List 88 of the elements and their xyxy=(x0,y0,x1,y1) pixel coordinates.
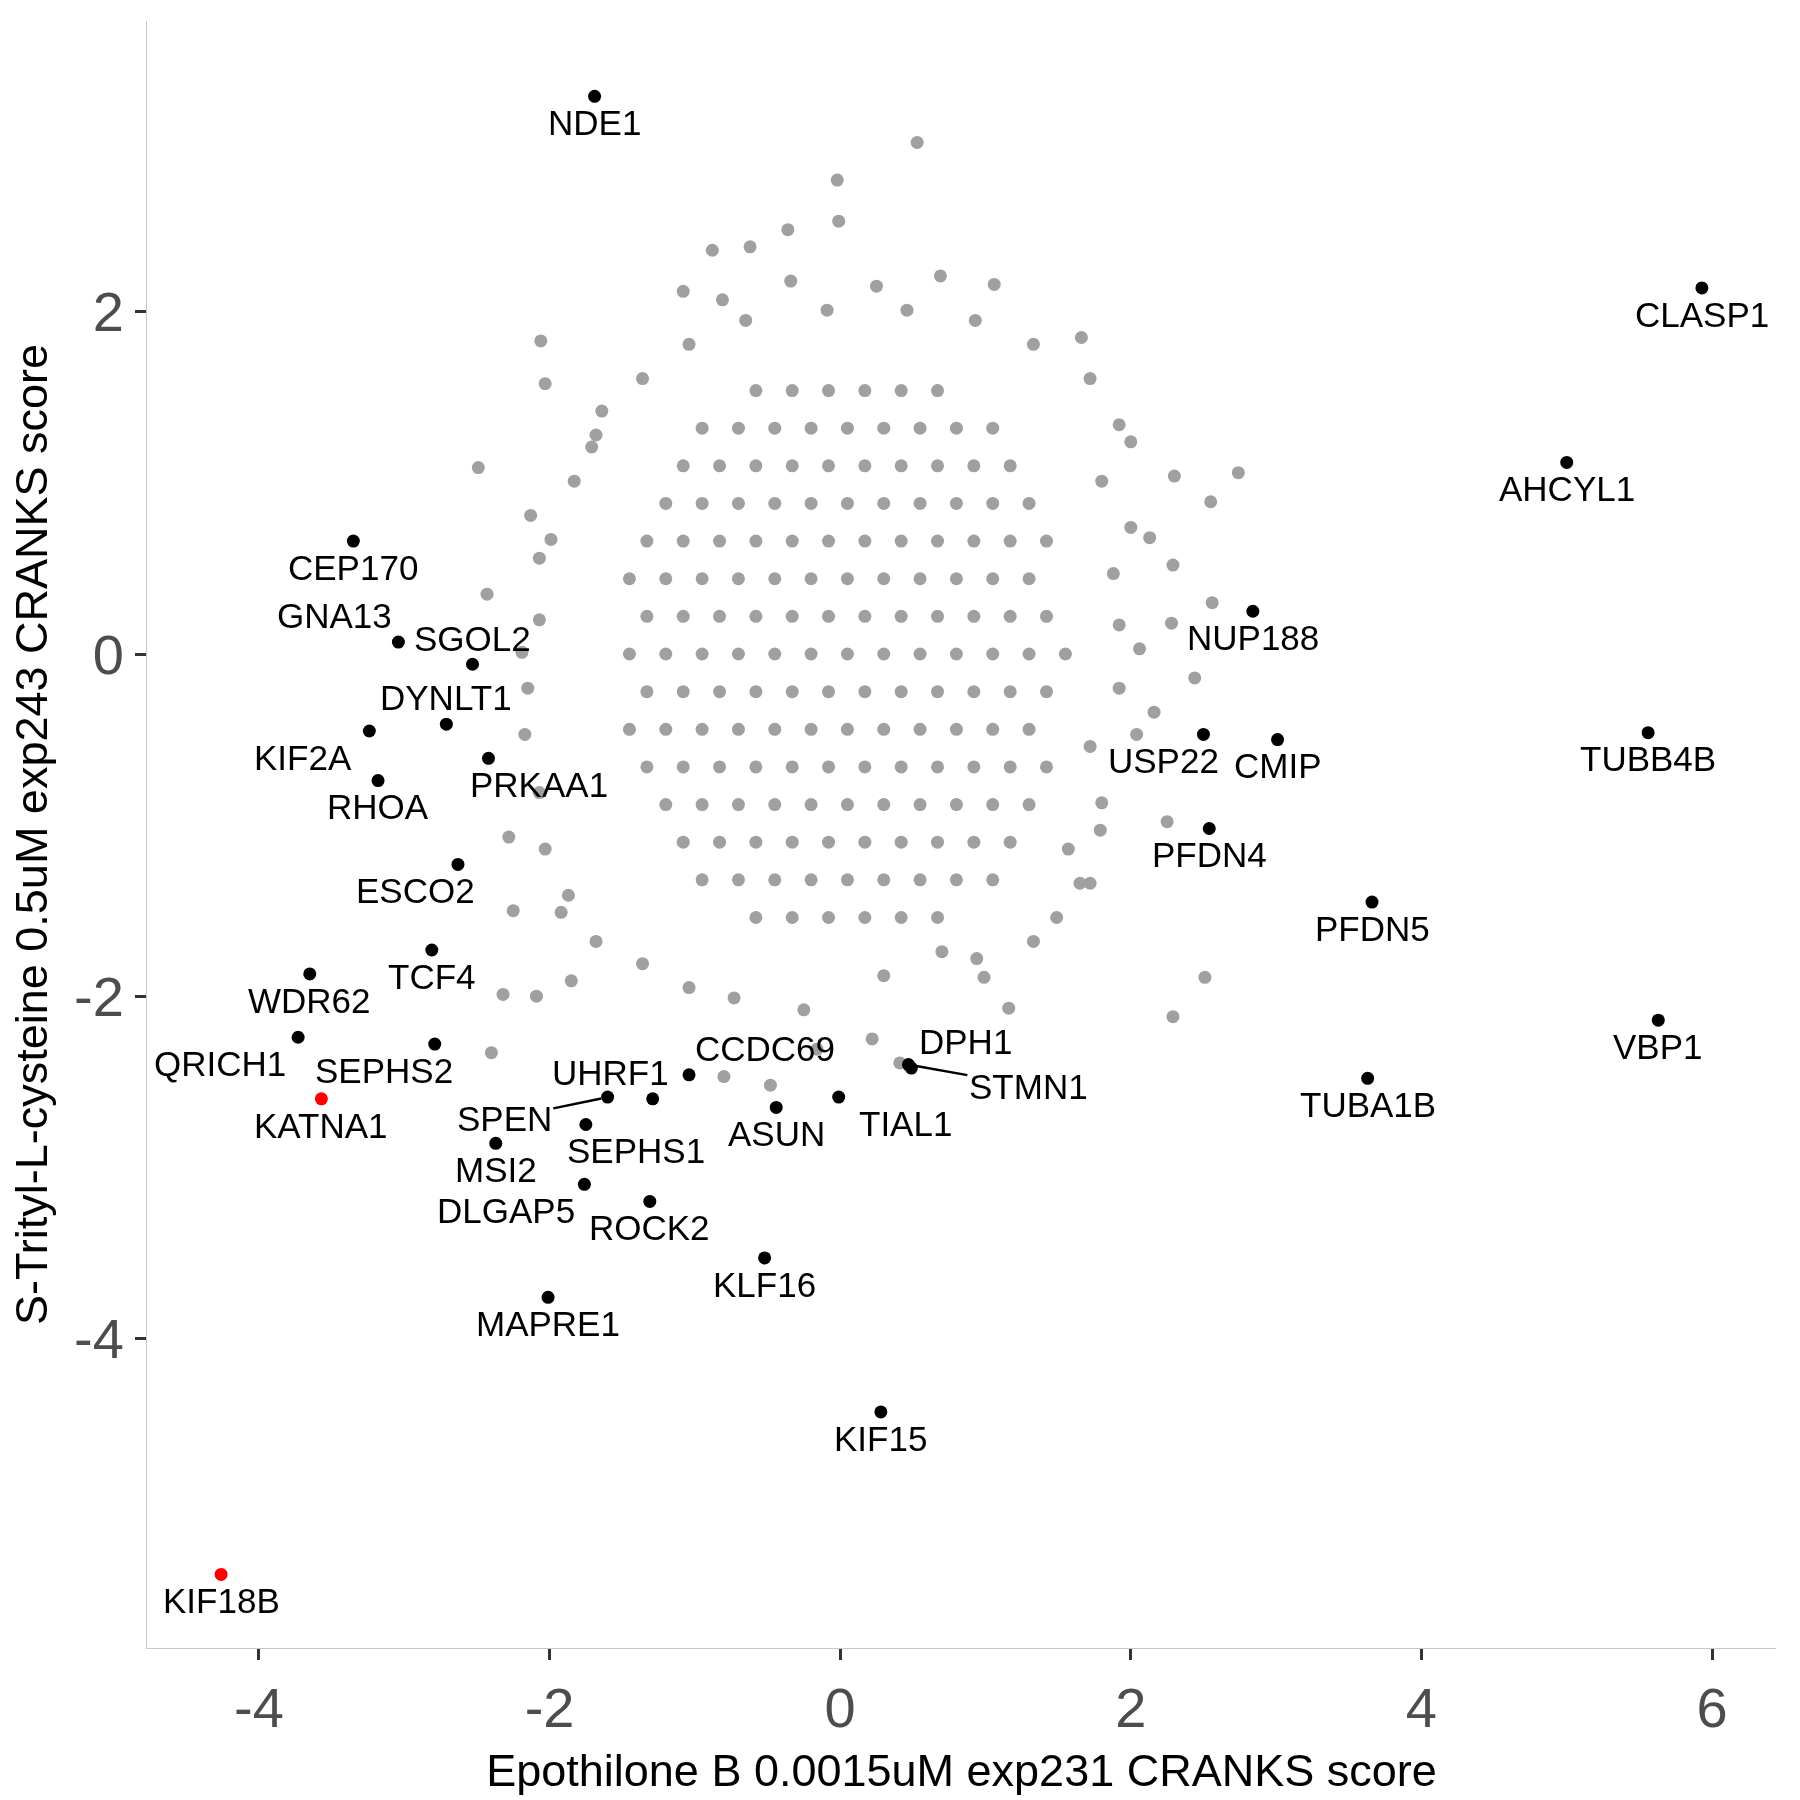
annotation: SEPHS1 xyxy=(567,1131,706,1170)
annotation: CMIP xyxy=(1234,746,1322,785)
point xyxy=(588,89,602,103)
annotation: PRKAA1 xyxy=(470,765,609,804)
x-tick-label: 2 xyxy=(1115,1676,1147,1740)
point xyxy=(643,1194,657,1208)
annotation: TCF4 xyxy=(388,957,476,996)
y-tick-label: 2 xyxy=(92,280,124,344)
point xyxy=(1361,1071,1375,1085)
annotation: KIF18B xyxy=(163,1581,280,1620)
annotation: TIAL1 xyxy=(859,1104,953,1143)
point xyxy=(346,534,360,548)
annotation: SPEN xyxy=(457,1099,553,1138)
point xyxy=(466,657,480,671)
point xyxy=(425,943,439,957)
point xyxy=(832,1090,846,1104)
annotation: TUBB4B xyxy=(1580,739,1717,778)
x-tick-label: -2 xyxy=(524,1676,575,1740)
annotation: DLGAP5 xyxy=(437,1191,576,1230)
annotation: TUBA1B xyxy=(1300,1085,1437,1124)
point xyxy=(428,1037,442,1051)
annotation: DPH1 xyxy=(919,1022,1013,1061)
point xyxy=(1560,455,1574,469)
y-tick-label: -2 xyxy=(74,964,124,1028)
annotation: ESCO2 xyxy=(356,871,475,910)
point xyxy=(314,1092,328,1106)
point xyxy=(362,724,376,738)
annotation: ROCK2 xyxy=(589,1208,710,1247)
annotation: STMN1 xyxy=(969,1067,1088,1106)
annotation: CEP170 xyxy=(288,548,419,587)
annotation: NUP188 xyxy=(1187,618,1320,657)
annotation: DYNLT1 xyxy=(380,678,512,717)
point xyxy=(1695,281,1709,295)
annotation: VBP1 xyxy=(1613,1027,1703,1066)
annotation: KIF15 xyxy=(834,1419,928,1458)
x-tick-label: 6 xyxy=(1696,1676,1728,1740)
point xyxy=(439,717,453,731)
x-tick-label: 4 xyxy=(1405,1676,1438,1740)
point xyxy=(1202,822,1216,835)
annotation: SGOL2 xyxy=(414,619,531,658)
annotation: KLF16 xyxy=(713,1265,817,1304)
annotation: PFDN5 xyxy=(1315,909,1430,948)
point xyxy=(482,751,495,765)
point xyxy=(541,1290,555,1304)
point xyxy=(577,1177,591,1191)
annotation: ASUN xyxy=(728,1114,826,1153)
y-tick-label: 0 xyxy=(92,622,124,686)
point xyxy=(1246,604,1260,618)
annotation: KATNA1 xyxy=(254,1106,388,1145)
point xyxy=(1651,1013,1665,1027)
point xyxy=(303,967,317,981)
annotation: GNA13 xyxy=(277,596,392,635)
annotation: CLASP1 xyxy=(1635,295,1770,334)
x-tick-label: 0 xyxy=(824,1676,856,1740)
annotation: NDE1 xyxy=(548,103,642,142)
point xyxy=(391,635,405,649)
point xyxy=(769,1100,783,1114)
y-axis-title: S-Trityl-L-cysteine 0.5uM exp243 CRANKS score xyxy=(5,343,57,1326)
point xyxy=(579,1117,593,1131)
point xyxy=(451,857,465,871)
annotation: SEPHS2 xyxy=(315,1051,454,1090)
point xyxy=(601,1090,615,1104)
point xyxy=(214,1567,228,1581)
annotation: USP22 xyxy=(1108,741,1219,780)
point xyxy=(291,1030,305,1044)
point xyxy=(1271,733,1285,747)
annotation: KIF2A xyxy=(254,738,352,777)
point xyxy=(874,1405,888,1419)
annotation: AHCYL1 xyxy=(1499,469,1636,508)
point xyxy=(646,1092,660,1106)
annotation: WDR62 xyxy=(248,981,371,1020)
x-tick-label: -4 xyxy=(233,1676,284,1740)
x-axis-title: Epothilone B 0.0015uM exp231 CRANKS score xyxy=(486,1745,1437,1797)
y-tick-label: -4 xyxy=(74,1306,124,1370)
annotation: UHRF1 xyxy=(552,1053,669,1092)
point xyxy=(1365,895,1379,909)
annotation: MAPRE1 xyxy=(476,1304,620,1343)
annotation: CCDC69 xyxy=(695,1029,836,1068)
point xyxy=(682,1068,696,1082)
annotation: MSI2 xyxy=(455,1150,537,1189)
point xyxy=(1641,726,1655,740)
point xyxy=(758,1251,772,1265)
point xyxy=(371,774,385,788)
point xyxy=(489,1136,503,1150)
annotation: RHOA xyxy=(327,787,429,826)
point xyxy=(1196,727,1210,741)
annotation: PFDN4 xyxy=(1152,835,1267,874)
annotation: QRICH1 xyxy=(154,1044,287,1083)
